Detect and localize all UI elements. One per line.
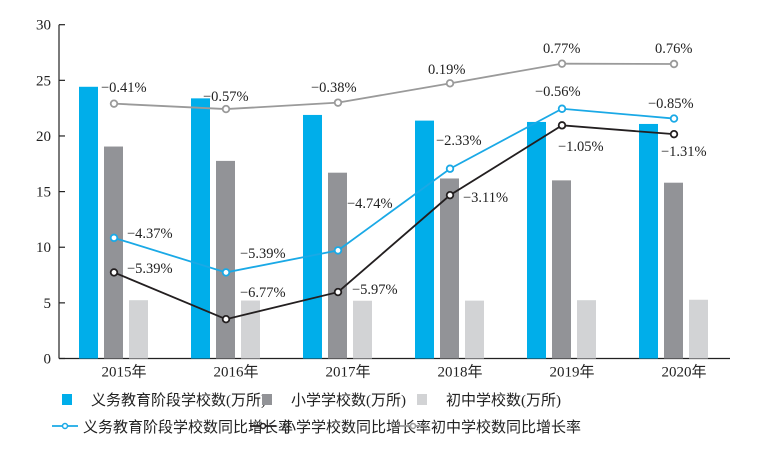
junior-growth-data-label: 0.77% <box>543 41 580 57</box>
junior-growth-point <box>109 99 119 108</box>
legend-label: 初中学校数(万所) <box>446 392 561 409</box>
legend-label: 义务教育阶段学校数同比增长率 <box>83 419 293 436</box>
junior-growth-data-label: 0.76% <box>655 41 692 57</box>
legend-label: 义务教育阶段学校数(万所) <box>91 392 266 409</box>
compulsory-growth-line <box>113 107 675 274</box>
compulsory-growth-data-label: −5.39% <box>240 246 286 262</box>
compulsory-growth-point <box>333 246 343 255</box>
x-tick-label: 2015年 <box>101 364 146 381</box>
legend-label: 初中学校数同比增长率 <box>431 419 581 436</box>
bars <box>79 86 708 359</box>
y-tick-label: 20 <box>36 129 51 145</box>
bar-compulsory <box>303 114 322 359</box>
bar-primary <box>440 178 459 359</box>
legend-swatch <box>62 394 72 405</box>
bar-compulsory <box>527 121 546 359</box>
compulsory-growth-point <box>221 268 231 277</box>
bar-compulsory <box>639 123 658 359</box>
bar-junior <box>353 300 372 359</box>
primary-growth-point <box>445 190 455 200</box>
bar-primary <box>216 160 235 359</box>
junior-growth-point <box>333 98 343 107</box>
legend-label: 小学学校数(万所) <box>291 392 406 409</box>
primary-growth-point <box>669 129 679 139</box>
primary-growth-data-label: −1.31% <box>661 144 707 160</box>
legend-marker <box>409 422 417 430</box>
compulsory-growth-data-label: −0.85% <box>648 96 694 112</box>
legend-marker <box>61 422 69 430</box>
bar-primary <box>552 180 571 359</box>
primary-growth-data-label: −1.05% <box>558 139 604 155</box>
x-tick-label: 2018年 <box>437 364 482 381</box>
compulsory-growth-point <box>109 233 119 243</box>
lines: −4.37% −5.39% −4.74% −2.33% −0.56% −0.85% −5.3… <box>101 41 707 324</box>
legend-swatch <box>262 394 272 405</box>
junior-growth-point <box>445 79 455 88</box>
y-tick-label: 0 <box>44 352 52 368</box>
primary-growth-point <box>333 287 343 297</box>
primary-growth-data-label: −3.11% <box>463 190 508 206</box>
bar-junior <box>465 300 484 359</box>
junior-growth-line <box>113 62 675 110</box>
bar-primary <box>328 172 347 359</box>
bar-junior <box>129 300 148 359</box>
compulsory-growth-data-label: −4.37% <box>127 226 173 242</box>
compulsory-growth-data-label: −0.56% <box>535 84 581 100</box>
legend-marker <box>259 422 267 430</box>
compulsory-growth-point <box>445 164 455 173</box>
x-tick-label: 2020年 <box>661 364 706 381</box>
primary-growth-data-label: −6.77% <box>240 285 286 301</box>
junior-growth-point <box>557 59 567 68</box>
primary-growth-line <box>113 124 675 321</box>
junior-growth-data-label: −0.41% <box>101 80 147 96</box>
primary-growth-point <box>557 121 567 130</box>
legend: 义务教育阶段学校数(万所) 小学学校数(万所) 初中学校数(万所) 义务教育阶段学校数… <box>52 392 581 436</box>
bar-junior <box>689 299 708 359</box>
bar-compulsory <box>79 86 98 359</box>
junior-growth-point <box>669 59 679 69</box>
bar-primary <box>664 182 683 359</box>
junior-growth-data-label: −0.57% <box>203 89 249 105</box>
bar-junior <box>577 300 596 359</box>
legend-label: 小学学校数同比增长率 <box>281 419 431 436</box>
junior-growth-data-label: −0.38% <box>311 80 357 96</box>
compulsory-growth-point <box>669 114 679 123</box>
y-tick-label: 25 <box>36 73 51 89</box>
x-tick-label: 2017年 <box>325 364 370 381</box>
x-tick-label: 2016年 <box>213 364 258 381</box>
axes: 0 5 10 15 20 25 30 2015年 2016年 2017年 2018年 2019年 202… <box>36 18 730 381</box>
primary-growth-point <box>109 268 119 277</box>
compulsory-growth-data-label: −4.74% <box>347 196 393 212</box>
junior-growth-data-label: 0.19% <box>428 62 465 78</box>
legend-swatch <box>417 394 427 405</box>
bar-junior <box>241 300 260 359</box>
y-tick-label: 5 <box>44 296 52 312</box>
bar-compulsory <box>415 120 434 359</box>
primary-growth-data-label: −5.97% <box>352 282 398 298</box>
y-tick-label: 10 <box>36 240 51 256</box>
y-tick-label: 15 <box>36 185 51 201</box>
compulsory-growth-point <box>557 104 567 113</box>
compulsory-growth-data-label: −2.33% <box>436 133 482 149</box>
primary-growth-point <box>221 314 231 324</box>
primary-growth-data-label: −5.39% <box>127 261 173 277</box>
y-tick-label: 30 <box>36 18 51 34</box>
junior-growth-point <box>221 104 231 114</box>
bar-primary <box>104 146 123 359</box>
x-tick-label: 2019年 <box>549 364 594 381</box>
bar-compulsory <box>191 98 210 359</box>
